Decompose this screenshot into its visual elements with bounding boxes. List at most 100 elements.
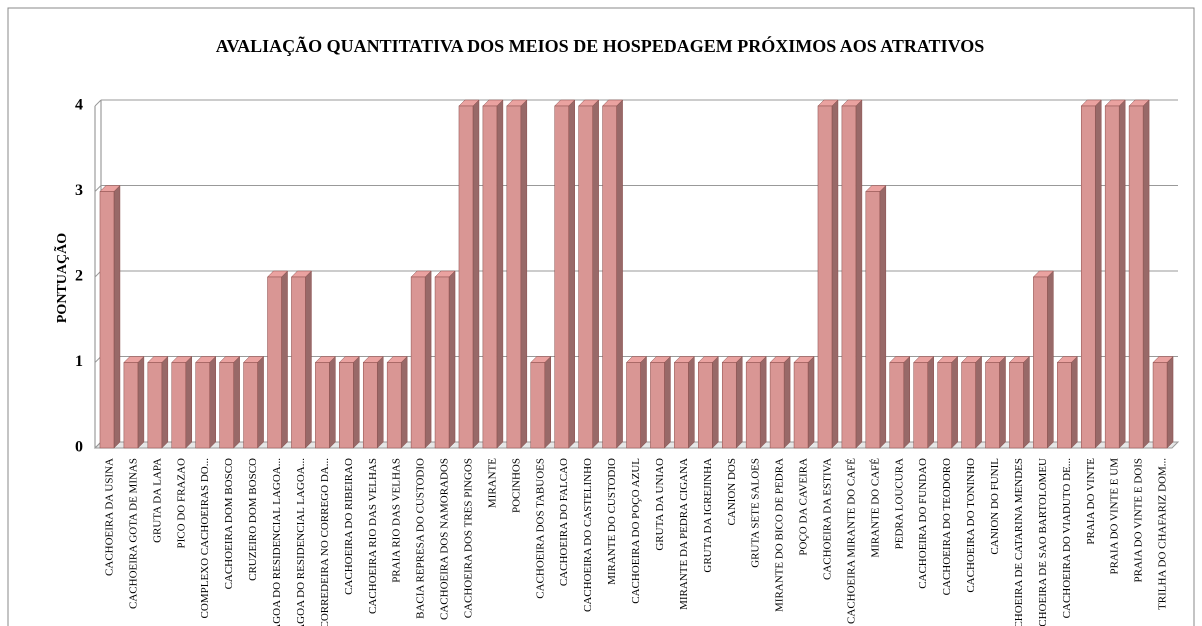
x-tick-label: LAGOA DO RESIDENCIAL LAGOA... — [271, 458, 283, 626]
bar — [482, 99, 504, 449]
bar-side — [448, 270, 456, 449]
x-tick-label: CACHOEIRA DO FUNDAO — [917, 458, 929, 589]
bar — [817, 99, 839, 449]
bar-front — [195, 362, 210, 449]
bar-side — [305, 270, 312, 449]
bar-side — [1071, 355, 1078, 449]
y-tick-label: 4 — [75, 97, 83, 114]
bar-front — [482, 105, 498, 449]
x-tick-label: CACHOEIRA DE SAO BARTOLOMEU — [1037, 458, 1049, 626]
bar-front — [1080, 105, 1096, 449]
y-tick-label: 2 — [75, 268, 83, 285]
bar — [1056, 355, 1078, 449]
x-tick-label: CANION DOS — [726, 458, 738, 526]
bar — [554, 99, 576, 449]
bar-side — [281, 270, 288, 449]
bar-front — [745, 362, 761, 449]
bar-front — [339, 362, 354, 449]
bar-front — [1033, 276, 1048, 449]
bar — [290, 270, 313, 449]
x-tick-label: MIRANTE DO CUSTODIO — [606, 458, 618, 585]
bar — [434, 270, 456, 449]
bar-side — [400, 355, 408, 449]
x-tick-label: GRUTA DA LAPA — [151, 458, 163, 543]
bar-side — [927, 355, 934, 449]
x-tick-label: MIRANTE — [486, 458, 498, 508]
x-tick-label: GRUTA DA IGREJINHA — [702, 458, 714, 573]
bar-side — [640, 355, 647, 449]
x-tick-label: POÇO DA CAVEIRA — [798, 458, 810, 556]
bar-side — [759, 355, 767, 449]
bar-front — [147, 362, 163, 449]
bar-front — [1057, 362, 1072, 449]
bar — [1128, 99, 1150, 449]
bar-side — [1047, 270, 1054, 449]
x-tick-label: TRILHA DO CHAFARIZ DOM... — [1157, 458, 1169, 610]
bar-front — [889, 362, 905, 449]
x-tick-label: CACHOEIRA DA ESTIVA — [821, 458, 833, 580]
bar-side — [1142, 99, 1150, 449]
x-tick-label: CACHOEIRA DOS TRES PINGOS — [462, 458, 474, 618]
bar-side — [329, 355, 336, 449]
bar — [1032, 270, 1054, 449]
bar-front — [219, 362, 234, 449]
bar — [314, 355, 336, 449]
bar-front — [243, 362, 258, 449]
x-tick-label: COMPLEXO CACHOEIRAS DO... — [199, 458, 211, 619]
bar — [1008, 355, 1031, 449]
bar — [889, 355, 911, 449]
x-tick-label: CACHOEIRA GOTA DE MINAS — [127, 458, 139, 609]
bar-side — [999, 355, 1006, 449]
chart-title: AVALIAÇÃO QUANTITATIVA DOS MEIOS DE HOSP… — [215, 36, 985, 56]
bar — [578, 99, 600, 449]
bar — [410, 270, 432, 449]
x-tick-label: CORREDEIRA NO CORREGO DA... — [319, 458, 331, 626]
x-tick-label: CRUZEIRO DOM BOSCO — [247, 458, 259, 581]
y-tick-label: 0 — [75, 439, 83, 456]
bar-front — [674, 362, 689, 449]
bar — [530, 355, 552, 449]
bar — [99, 184, 121, 449]
x-tick-label: BACIA REPRESA DO CUSTODIO — [415, 458, 427, 619]
bar-front — [961, 362, 976, 449]
x-tick-label: PEDRA LOUCURA — [893, 458, 905, 549]
bar-front — [362, 362, 378, 449]
bar — [1104, 99, 1126, 449]
bar — [458, 99, 480, 449]
bar-front — [458, 105, 474, 449]
x-tick-label: CACHOEIRA DO FALCAO — [558, 458, 570, 586]
bar-side — [664, 355, 671, 449]
bar-side — [137, 355, 145, 449]
bar-front — [1104, 105, 1120, 449]
bar-front — [626, 362, 641, 449]
bar-front — [99, 191, 115, 449]
x-tick-label: CACHOEIRA DO TEODORO — [941, 458, 953, 595]
bar-side — [855, 99, 863, 449]
bar — [937, 355, 959, 449]
bar-front — [937, 362, 952, 449]
x-tick-label: LAGOA DO RESIDENCIAL LAGOA... — [295, 458, 307, 626]
grid-line — [94, 99, 102, 107]
bar-side — [951, 355, 958, 449]
bar-side — [113, 184, 121, 449]
bar — [1152, 355, 1174, 449]
bar — [242, 355, 265, 449]
x-tick-label: MIRANTE DA PEDRA CIGANA — [678, 458, 690, 610]
x-tick-label: PRAIA RIO DAS VELHAS — [391, 458, 403, 583]
x-tick-label: CACHOEIRA RIO DAS VELHAS — [367, 458, 379, 614]
bar — [769, 355, 791, 449]
x-tick-label: GRUTA DA UNIAO — [654, 458, 666, 551]
bar-front — [865, 191, 881, 449]
bar-front — [913, 362, 928, 449]
bar — [362, 355, 384, 449]
bar-side — [185, 355, 193, 449]
bar-side — [592, 99, 599, 449]
bar-side — [783, 355, 791, 449]
x-tick-label: MIRANTE DO BICO DE PEDRA — [774, 458, 786, 612]
grid-line — [94, 185, 102, 192]
bar-front — [386, 362, 402, 449]
bar-side — [496, 99, 504, 449]
bar-side — [257, 355, 264, 449]
bar-side — [353, 355, 360, 449]
bar-front — [1152, 362, 1168, 449]
